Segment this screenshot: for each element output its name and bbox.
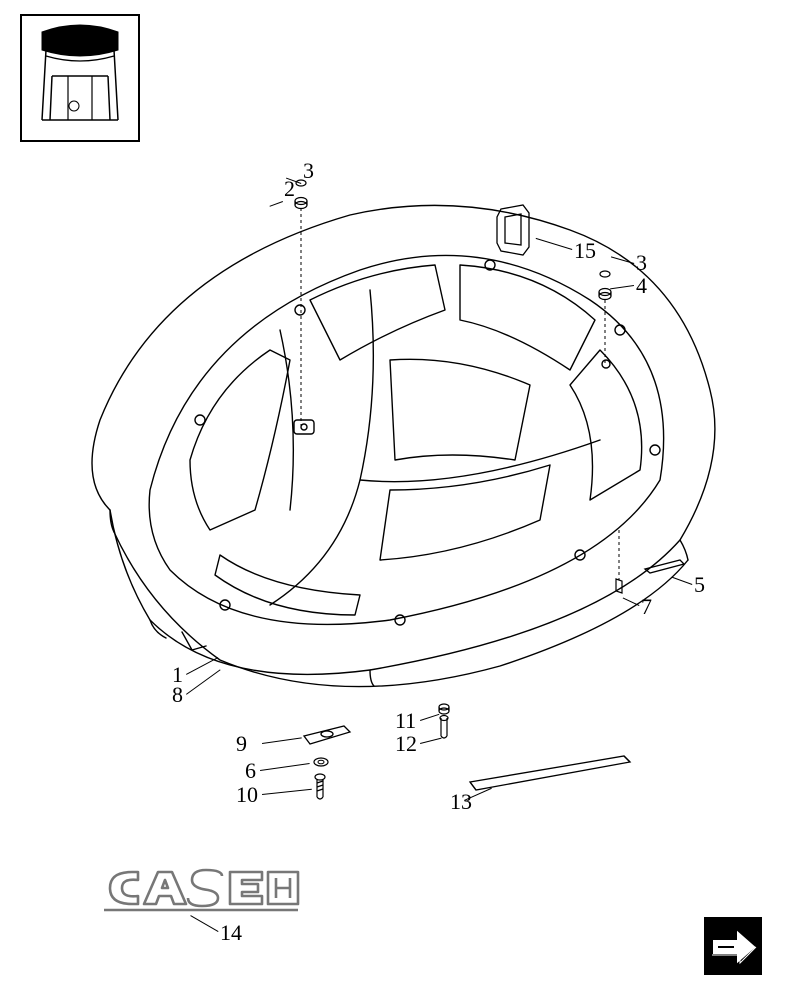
callout-7: 7 — [641, 594, 652, 620]
part-12-13-fasteners — [436, 702, 452, 742]
next-page-icon[interactable] — [704, 917, 762, 975]
part-10-plate — [300, 722, 354, 748]
assembly-line-7 — [617, 530, 621, 580]
callout-4: 4 — [636, 273, 647, 299]
callout-11: 10 — [236, 782, 258, 808]
callout-15: 15 — [574, 238, 596, 264]
part-5-clip — [642, 557, 688, 575]
part-11-screw — [313, 773, 327, 803]
callout-5: 5 — [694, 572, 705, 598]
case-logo — [98, 858, 303, 918]
part-6-washer — [312, 756, 330, 768]
callout-3-left: 3 — [303, 158, 314, 184]
callout-6: 6 — [245, 758, 256, 784]
part-7-clip — [612, 577, 626, 597]
thumbnail-sketch — [22, 16, 138, 140]
part-15-bracket — [493, 203, 537, 259]
assembly-line-right — [603, 300, 607, 364]
callout-13: 12 — [395, 731, 417, 757]
assembly-line-left — [299, 208, 303, 428]
callout-2: 2 — [284, 176, 295, 202]
part-3-4-fasteners-right — [597, 268, 613, 304]
callout-14: 14 — [220, 920, 242, 946]
callout-8: 8 — [172, 682, 183, 708]
callout-10: 9 — [236, 731, 247, 757]
thumbnail-box — [20, 14, 140, 142]
callout-9: 13 — [450, 789, 472, 815]
